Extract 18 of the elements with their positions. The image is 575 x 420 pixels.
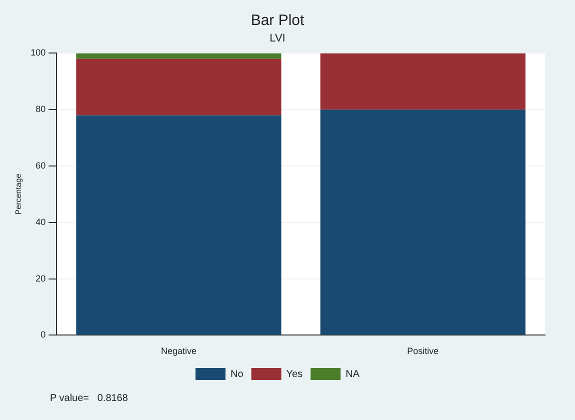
y-axis-title: Percentage [14, 173, 24, 215]
legend-label: No [230, 368, 244, 380]
text: P value= 0.8168 [50, 393, 128, 404]
chart-title: Bar Plot [250, 12, 306, 30]
x-tick-label: Positive [407, 346, 439, 356]
bar [76, 53, 282, 59]
y-tick-label: 0 [40, 330, 46, 340]
chart-subtitle: LVI [270, 32, 286, 45]
x-tick-label: Negative [160, 346, 196, 356]
y-tick-label: 20 [36, 273, 46, 284]
bar [320, 53, 526, 110]
y-tick-label: 60 [36, 160, 46, 170]
y-tick-label: 80 [36, 104, 46, 114]
bar [76, 58, 282, 116]
y-tick-label: 40 [36, 216, 46, 227]
legend-label: Yes [286, 368, 303, 380]
legend-label: NA [346, 368, 360, 380]
y-tick-label: 100 [30, 48, 46, 58]
